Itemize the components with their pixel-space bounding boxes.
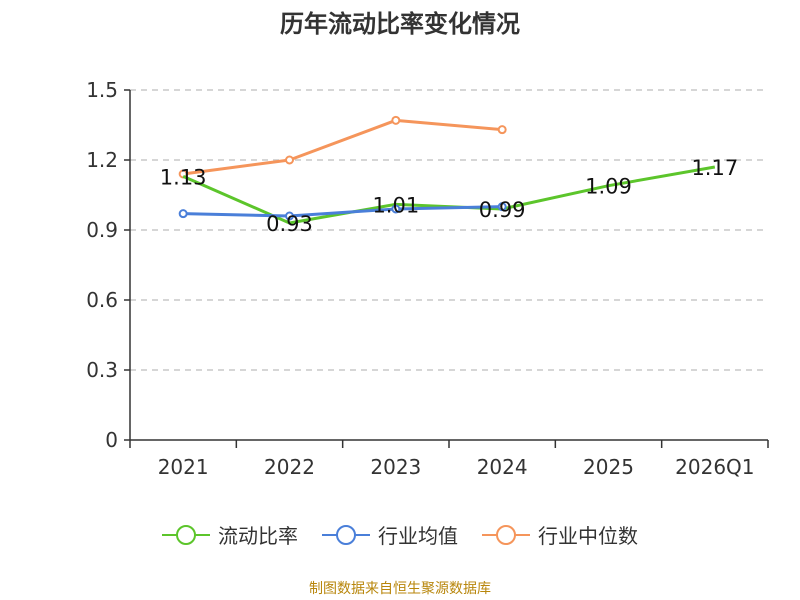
x-tick-label: 2024: [477, 455, 528, 479]
series-point-2: [391, 115, 401, 125]
series-point-2: [497, 125, 507, 135]
y-tick-label: 1.5: [86, 78, 118, 102]
data-label: 1.13: [160, 165, 207, 189]
series-point-1: [497, 202, 507, 212]
legend-item-2[interactable]: 行业中位数: [482, 520, 638, 549]
x-tick-label: 2026Q1: [675, 455, 754, 479]
data-label: 0.99: [479, 198, 526, 222]
legend-label: 流动比率: [218, 524, 298, 548]
source-note: 制图数据来自恒生聚源数据库: [309, 581, 491, 597]
y-tick-label: 0.3: [86, 358, 118, 382]
y-tick-label: 0: [105, 428, 118, 452]
series-line-1: [183, 205, 503, 218]
chart-title: 历年流动比率变化情况: [280, 10, 520, 38]
y-tick-label: 0.6: [86, 288, 118, 312]
legend-swatch: [162, 524, 210, 545]
y-tick-label: 0.9: [86, 218, 118, 242]
data-label: 0.93: [266, 212, 313, 236]
y-tick-label: 1.2: [86, 148, 118, 172]
series-point-1: [391, 204, 401, 214]
legend-label: 行业中位数: [538, 524, 638, 548]
x-tick-label: 2023: [370, 455, 421, 479]
series-point-1: [178, 209, 188, 219]
chart-legend: 流动比率 行业均值 行业中位数: [0, 520, 800, 549]
series-line-2: [182, 118, 503, 176]
legend-swatch: [322, 524, 370, 545]
legend-label: 行业均值: [378, 524, 458, 548]
x-tick-label: 2022: [264, 455, 315, 479]
data-label: 1.01: [372, 193, 419, 217]
data-label: 1.09: [585, 175, 632, 199]
data-label: 1.17: [691, 156, 738, 180]
series-point-1: [285, 211, 294, 221]
legend-swatch: [482, 524, 530, 545]
legend-item-0[interactable]: 流动比率: [162, 520, 298, 549]
series-point-2: [285, 155, 294, 165]
x-tick-label: 2025: [583, 455, 634, 479]
x-tick-label: 2021: [158, 455, 209, 479]
legend-item-1[interactable]: 行业均值: [322, 520, 458, 549]
